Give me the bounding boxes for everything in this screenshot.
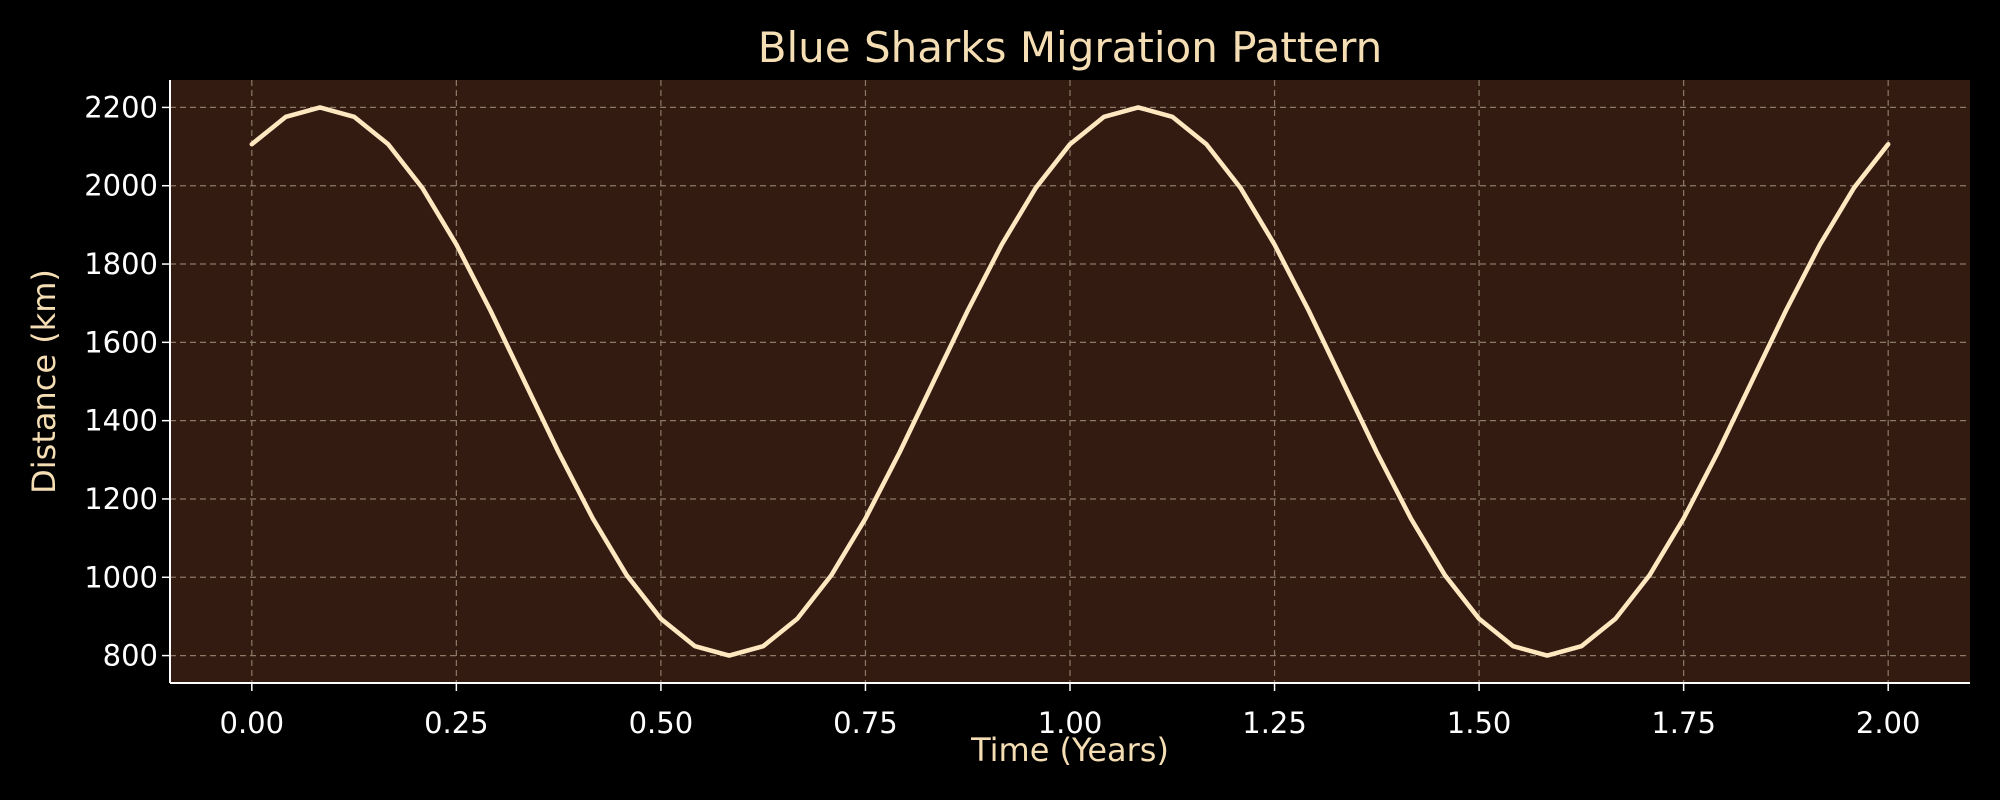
y-axis-label: Distance (km) bbox=[25, 269, 63, 494]
x-tick-label: 0.00 bbox=[220, 706, 285, 740]
x-axis-label: Time (Years) bbox=[970, 731, 1169, 769]
series-layer bbox=[249, 105, 1891, 658]
x-tick-label: 0.75 bbox=[833, 706, 898, 740]
x-tick-label: 0.50 bbox=[629, 706, 694, 740]
y-tick-label: 2000 bbox=[84, 169, 158, 203]
chart-title: Blue Sharks Migration Pattern bbox=[758, 23, 1383, 72]
y-tick-label: 1600 bbox=[84, 325, 158, 359]
tick-labels: 0.00 0.25 0.50 0.75 1.00 1.25 1.50 1.75 2.00 800 1… bbox=[84, 90, 1920, 740]
x-tick-label: 2.00 bbox=[1856, 706, 1921, 740]
series-line bbox=[249, 105, 1891, 658]
y-tick-label: 1200 bbox=[84, 482, 158, 516]
y-tick-label: 2200 bbox=[84, 90, 158, 124]
x-tick-label: 1.25 bbox=[1242, 706, 1307, 740]
x-tick-label: 0.25 bbox=[424, 706, 489, 740]
y-tick-label: 800 bbox=[103, 639, 158, 673]
y-tick-label: 1800 bbox=[84, 247, 158, 281]
x-tick-label: 1.00 bbox=[1038, 706, 1103, 740]
x-tick-label: 1.50 bbox=[1447, 706, 1512, 740]
y-tick-label: 1000 bbox=[84, 560, 158, 594]
grid bbox=[170, 80, 1970, 683]
y-tick-label: 1400 bbox=[84, 404, 158, 438]
x-tick-label: 1.75 bbox=[1651, 706, 1716, 740]
